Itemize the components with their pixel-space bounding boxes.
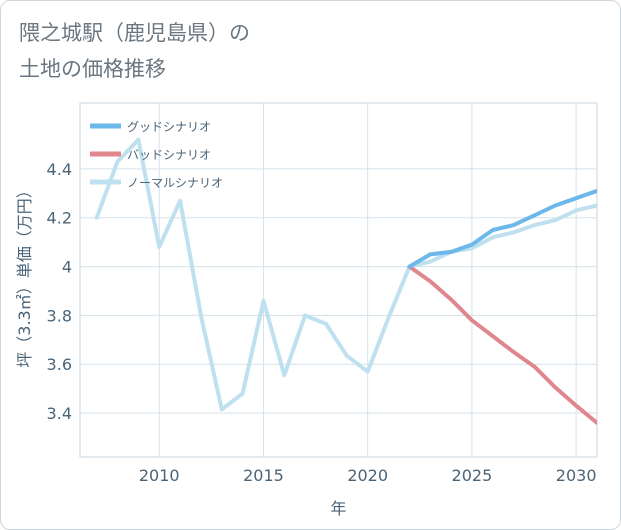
y-axis-title: 坪（3.3㎡）単価（万円） [15, 182, 34, 367]
x-tick-label: 2025 [452, 466, 493, 485]
series-line-2 [94, 137, 597, 412]
series-lines [94, 137, 597, 425]
legend-label: ノーマルシナリオ [127, 176, 223, 190]
legend-item-1[interactable]: バッドシナリオ [90, 148, 211, 162]
grid [79, 102, 598, 458]
chart-title-line-2: 土地の価格推移 [19, 57, 166, 81]
axis-ticks: 2010 2015 2020 2025 2030 3.4 3.6 3.8 4 4.2 4.4 [47, 160, 597, 485]
x-tick-label: 2020 [347, 466, 388, 485]
legend-item-2[interactable]: ノーマルシナリオ [90, 176, 223, 190]
y-tick-label: 4.4 [47, 160, 72, 179]
y-tick-label: 4 [62, 258, 72, 277]
chart-title-line-1: 隈之城駅（鹿児島県）の [19, 21, 250, 45]
legend-label: グッドシナリオ [127, 120, 211, 134]
legend-item-0[interactable]: グッドシナリオ [90, 120, 211, 134]
chart-title: 隈之城駅（鹿児島県）の 土地の価格推移 [19, 15, 579, 87]
y-tick-label: 3.8 [47, 306, 72, 325]
y-tick-label: 3.4 [47, 404, 72, 423]
series-line-0 [407, 188, 597, 269]
legend-label: バッドシナリオ [127, 148, 211, 162]
x-tick-label: 2015 [243, 466, 284, 485]
y-tick-label: 3.6 [47, 355, 72, 374]
x-tick-label: 2010 [139, 466, 180, 485]
axis-titles: 年 坪（3.3㎡）単価（万円） [15, 182, 347, 518]
x-axis-title: 年 [330, 499, 346, 518]
plot-area-border [79, 102, 598, 458]
x-tick-label: 2030 [556, 466, 597, 485]
series-line-1 [407, 264, 597, 425]
y-tick-label: 4.2 [47, 209, 72, 228]
